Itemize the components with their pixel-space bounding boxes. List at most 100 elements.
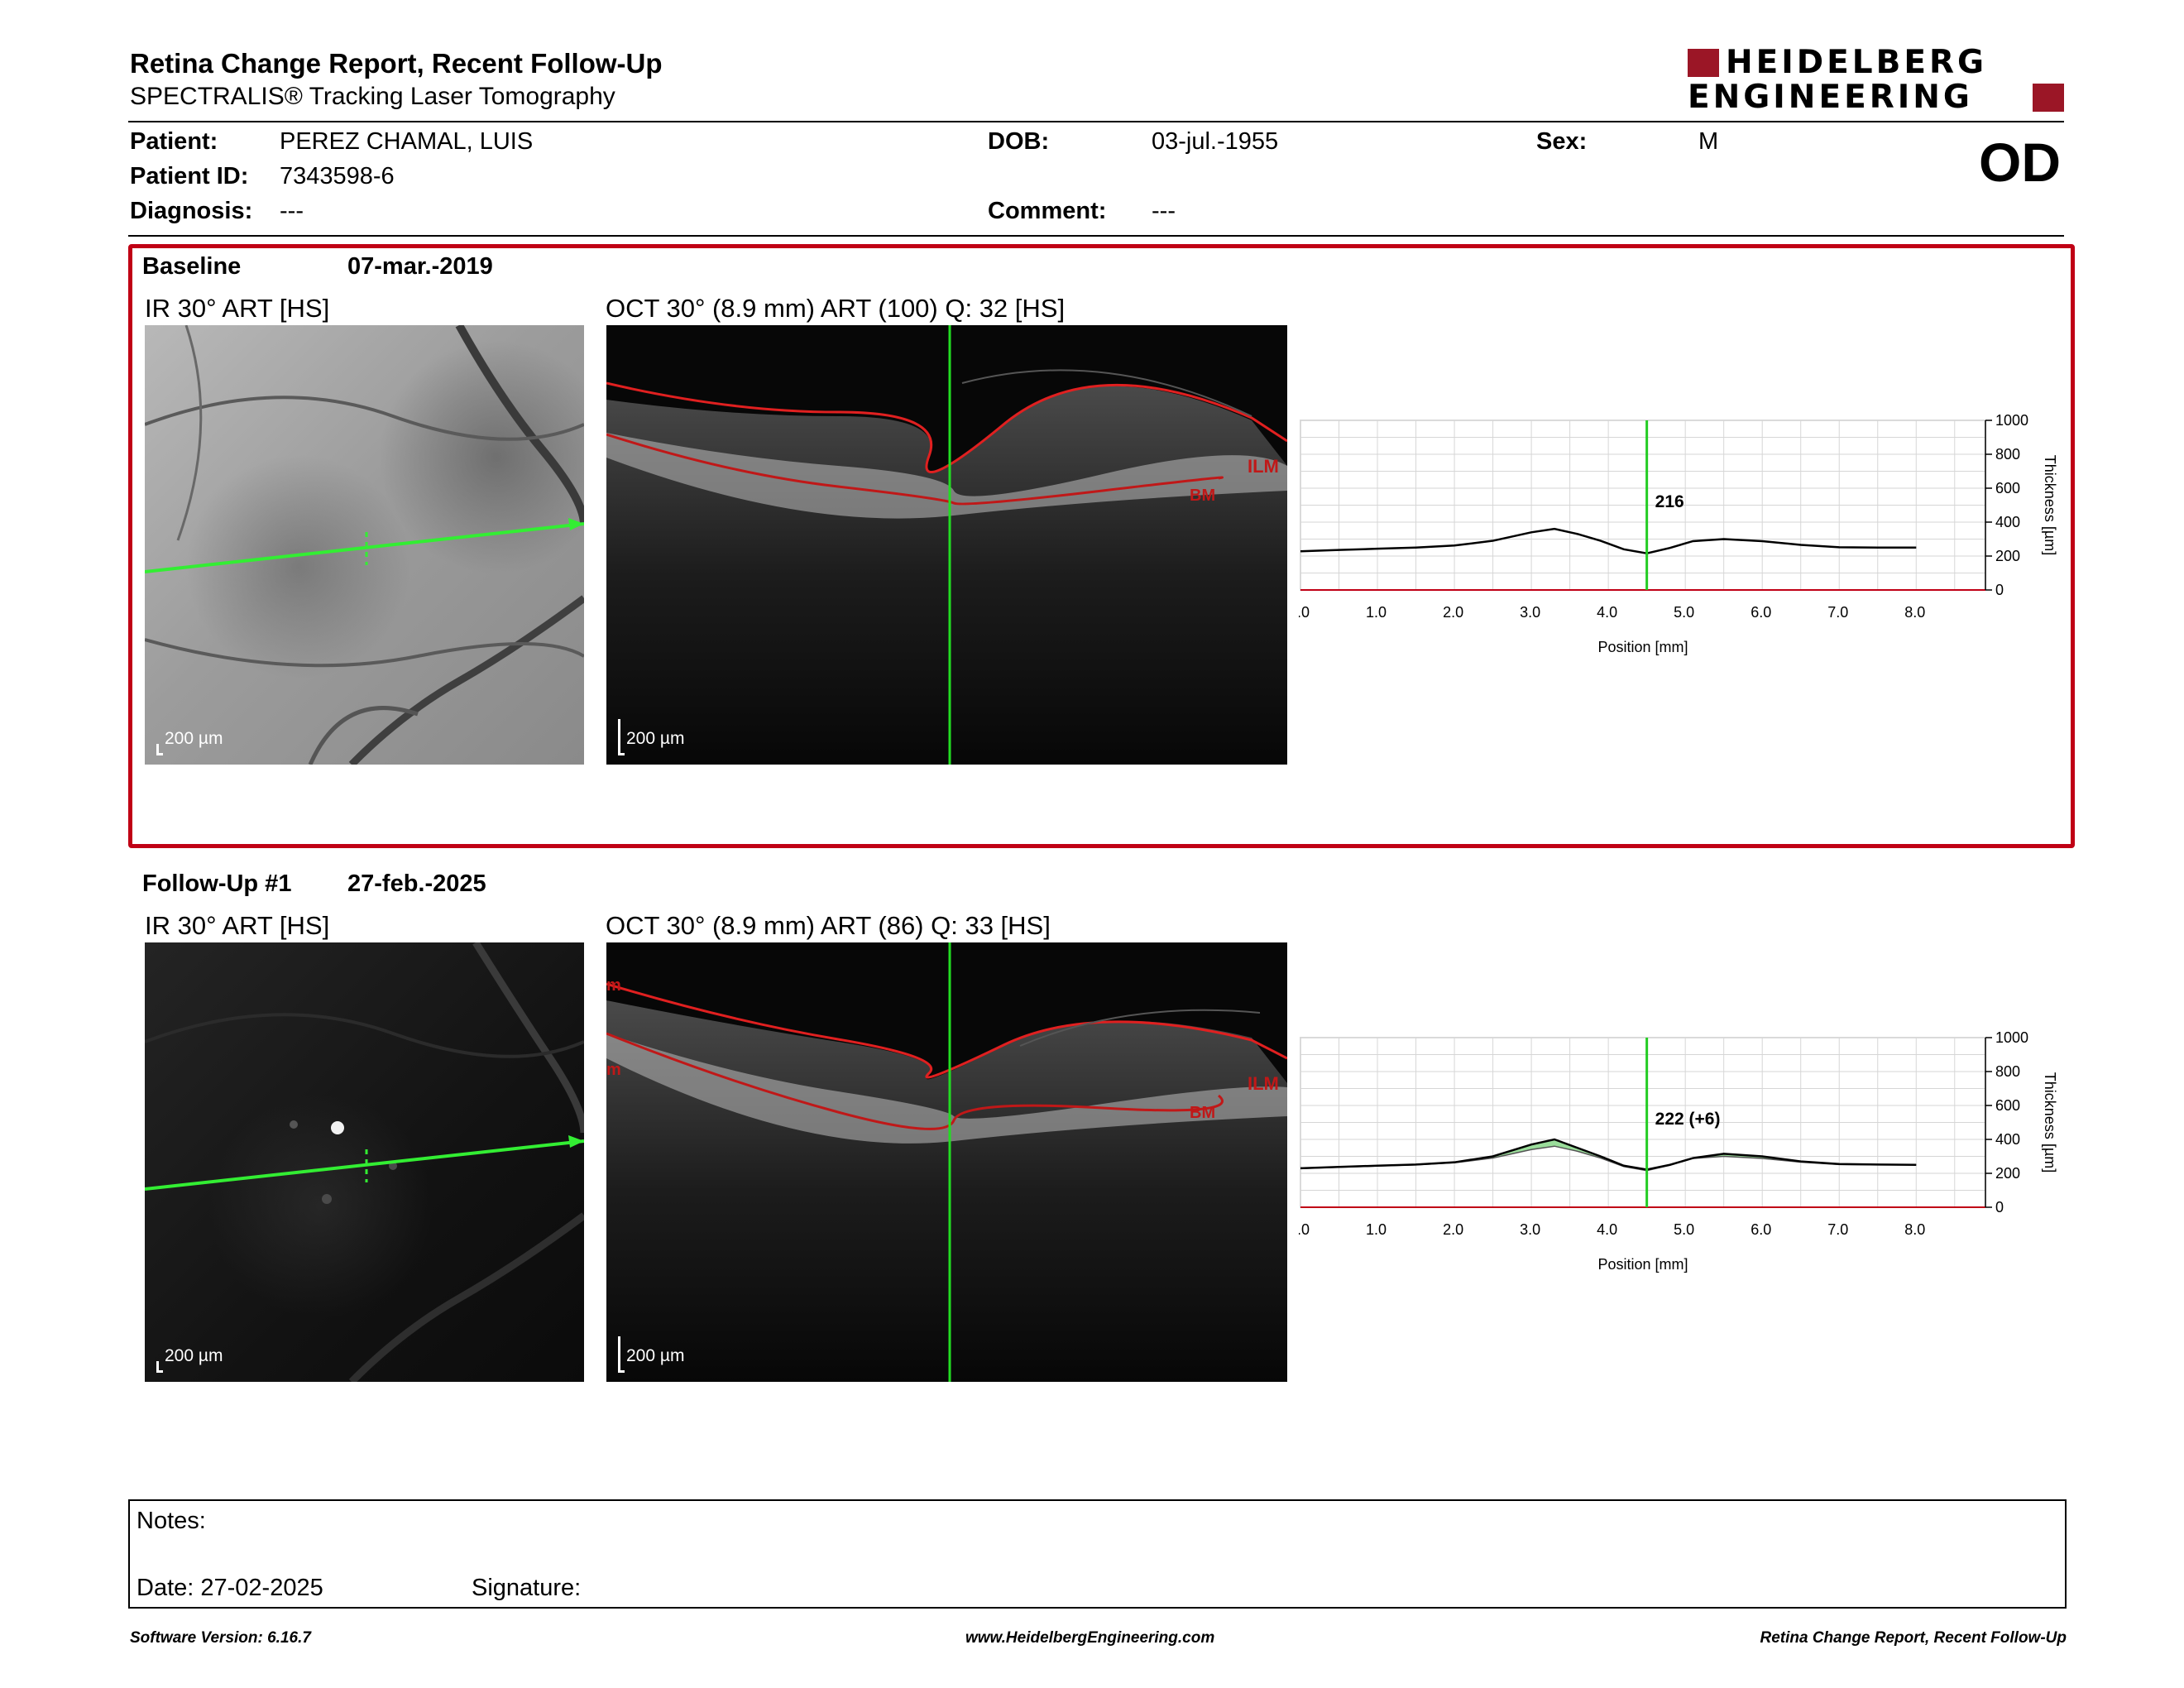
chart-x-tick-label: 1.0 <box>1366 1221 1387 1238</box>
chart-x-tick-label: 8.0 <box>1904 604 1925 621</box>
logo-line2: ENGINEERING <box>1688 79 1973 116</box>
chart-y-tick-label: 400 <box>1995 514 2020 530</box>
header-divider <box>128 121 2064 122</box>
baseline-oct-caption: OCT 30° (8.9 mm) ART (100) Q: 32 [HS] <box>606 294 1066 323</box>
diagnosis-label: Diagnosis: <box>130 198 253 224</box>
chart-x-tick-label: 2.0 <box>1443 1221 1463 1238</box>
followup-ir-scale-bar <box>156 1361 163 1373</box>
chart-thickness-series-line <box>1300 527 1917 554</box>
logo-square-bottom-icon <box>2033 84 2064 112</box>
chart-x-tick-label: 2.0 <box>1443 604 1463 621</box>
followup-thickness-chart: 0 200 400 600 800 1000 0.0 1.0 2.0 3.0 4.0 5.0 6.0 7.… <box>1289 1029 2058 1273</box>
baseline-ir-scale-bar <box>156 744 163 755</box>
footer-software-version: Software Version: 6.16.7 <box>130 1629 311 1647</box>
chart-y-tick-label: 0 <box>1995 1199 2004 1216</box>
patient-id: 7343598-6 <box>280 163 395 189</box>
patient-divider <box>128 235 2064 237</box>
baseline-oct-bscan-image: ILM BM 200 µm <box>606 325 1287 765</box>
logo-square-top-icon <box>1688 49 1719 77</box>
followup-date: 27-feb.-2025 <box>347 870 486 897</box>
baseline-thickness-chart: 0 200 400 600 800 1000 0.0 1.0 2.0 3.0 4.0 5.0 6.0 7.… <box>1289 412 2058 655</box>
chart-x-axis-label: Position [mm] <box>1597 639 1688 655</box>
chart-x-tick-label: 6.0 <box>1751 1221 1771 1238</box>
followup-ir-caption: IR 30° ART [HS] <box>145 911 330 940</box>
chart-x-tick-label: 0.0 <box>1299 604 1310 621</box>
baseline-oct-scale-text: 200 µm <box>626 729 685 748</box>
chart-cursor-value-label: 222 (+6) <box>1655 1110 1721 1129</box>
followup-ilm-label: ILM <box>1248 1073 1279 1094</box>
followup-oct-caption: OCT 30° (8.9 mm) ART (86) Q: 33 [HS] <box>606 911 1051 940</box>
chart-y-tick-label: 800 <box>1995 1063 2020 1080</box>
eye-indicator: OD <box>1979 132 2061 193</box>
chart-x-tick-label: 3.0 <box>1520 1221 1540 1238</box>
dob-value: 03-jul.-1955 <box>1152 128 1279 155</box>
chart-y-tick-label: 200 <box>1995 1165 2020 1182</box>
followup-oct-scale-text: 200 µm <box>626 1346 685 1365</box>
baseline-oct-layers: ILM BM <box>606 325 1287 765</box>
baseline-bm-label: BM <box>1190 487 1215 505</box>
chart-y-tick-label: 1000 <box>1995 412 2028 429</box>
baseline-thickness-graph: 0 200 400 600 800 1000 0.0 1.0 2.0 3.0 4.0 5.0 6.0 7.… <box>1289 410 2093 683</box>
chart-y-axis-label: Thickness [µm] <box>2042 1072 2058 1172</box>
chart-y-tick-label: 0 <box>1995 582 2004 598</box>
chart-x-tick-label: 4.0 <box>1597 1221 1617 1238</box>
chart-y-tick-label: 400 <box>1995 1131 2020 1148</box>
followup-bm-label: BM <box>1190 1104 1215 1122</box>
baseline-ir-scale-text: 200 µm <box>165 729 223 748</box>
patient-id-label: Patient ID: <box>130 163 249 189</box>
signature-label: Signature: <box>472 1575 582 1601</box>
footer-website-link[interactable]: www.HeidelbergEngineering.com <box>965 1629 1215 1647</box>
baseline-ir-fundus-image: 200 µm <box>145 325 584 765</box>
chart-x-tick-label: 4.0 <box>1597 604 1617 621</box>
svg-text:m: m <box>606 1061 621 1079</box>
chart-x-tick-label: 0.0 <box>1299 1221 1310 1238</box>
sex-label: Sex: <box>1536 128 1588 155</box>
baseline-oct-scale-bar <box>618 719 625 755</box>
followup-ir-fundus-image: 200 µm <box>145 942 584 1382</box>
chart-thickness-series-line <box>1300 1138 1917 1171</box>
baseline-ilm-label: ILM <box>1248 456 1279 477</box>
chart-cursor-value-label: 216 <box>1655 492 1684 511</box>
chart-y-tick-label: 1000 <box>1995 1029 2028 1046</box>
baseline-date: 07-mar.-2019 <box>347 253 493 280</box>
report-title: Retina Change Report, Recent Follow-Up <box>130 48 663 79</box>
report-subtitle: SPECTRALIS® Tracking Laser Tomography <box>130 83 615 110</box>
chart-x-axis-label: Position [mm] <box>1597 1256 1688 1273</box>
chart-y-tick-label: 600 <box>1995 480 2020 496</box>
followup-ir-vessels <box>145 942 584 1382</box>
followup-label: Follow-Up #1 <box>142 870 292 897</box>
chart-x-tick-label: 1.0 <box>1366 604 1387 621</box>
chart-x-tick-label: 8.0 <box>1904 1221 1925 1238</box>
chart-x-tick-label: 7.0 <box>1827 1221 1848 1238</box>
comment-label: Comment: <box>988 198 1107 224</box>
logo-line1: HEIDELBERG <box>1726 44 1988 81</box>
followup-ir-scale-text: 200 µm <box>165 1346 223 1365</box>
chart-y-tick-label: 200 <box>1995 548 2020 564</box>
baseline-highlight-frame <box>128 244 2075 848</box>
chart-y-tick-label: 600 <box>1995 1097 2020 1114</box>
dob-label: DOB: <box>988 128 1050 155</box>
notes-date: Date: 27-02-2025 <box>136 1575 323 1601</box>
svg-text:m: m <box>606 976 621 995</box>
diagnosis-value: --- <box>280 198 304 224</box>
baseline-ir-vessels <box>145 325 584 765</box>
patient-label: Patient: <box>130 128 218 155</box>
baseline-label: Baseline <box>142 253 242 280</box>
chart-x-tick-label: 6.0 <box>1751 604 1771 621</box>
chart-x-tick-label: 5.0 <box>1674 1221 1694 1238</box>
chart-x-tick-label: 5.0 <box>1674 604 1694 621</box>
followup-oct-bscan-image: m m ILM BM 200 µm <box>606 942 1287 1382</box>
patient-name: PEREZ CHAMAL, LUIS <box>280 128 534 155</box>
chart-x-tick-label: 7.0 <box>1827 604 1848 621</box>
chart-y-tick-label: 800 <box>1995 446 2020 463</box>
followup-oct-layers: m m ILM BM <box>606 942 1287 1382</box>
comment-value: --- <box>1152 198 1176 224</box>
chart-x-tick-label: 3.0 <box>1520 604 1540 621</box>
notes-label: Notes: <box>136 1508 206 1534</box>
followup-oct-scale-bar <box>618 1336 625 1373</box>
baseline-ir-caption: IR 30° ART [HS] <box>145 294 330 323</box>
notes-box[interactable] <box>128 1499 2067 1609</box>
sex-value: M <box>1698 128 1719 155</box>
chart-change-area <box>1531 1139 1555 1150</box>
footer-report-name: Retina Change Report, Recent Follow-Up <box>1760 1629 2067 1647</box>
